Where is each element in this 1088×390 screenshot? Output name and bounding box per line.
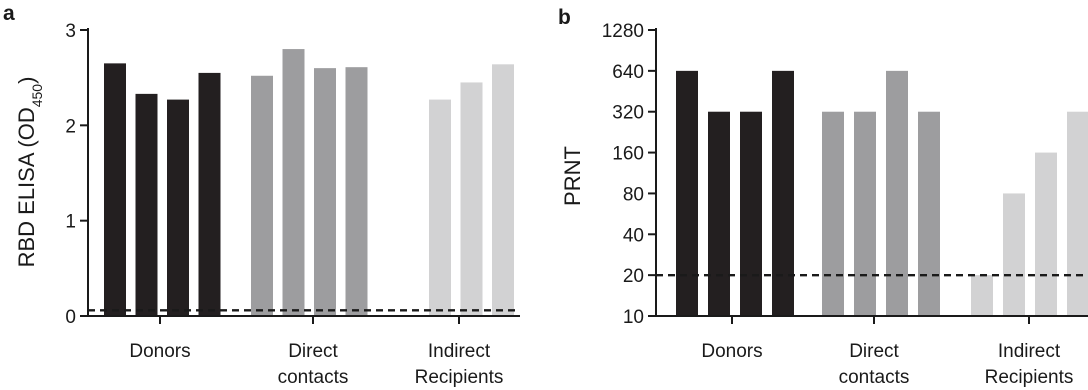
y-tick-label-b-1: 20 [623,266,644,287]
bar-a-group1-2 [135,93,158,316]
bar-a-group1-3 [167,99,189,317]
bar-a-group3-1 [429,99,451,317]
bar-a-group3-2 [460,82,483,316]
y-tick-label-a-2: 2 [65,116,76,137]
y-tick-label-b-5: 320 [612,103,644,124]
bar-b-group2-2 [854,111,876,316]
category-label-b-0: Donors [701,341,762,362]
bar-a-group1-4 [198,72,221,317]
bar-b-group3-3 [1035,152,1057,316]
bar-b-group2-1 [822,111,844,316]
bar-a-group2-1 [251,75,273,316]
y-tick-label-a-0: 0 [65,307,76,328]
panel-a-y-axis-label: RBD ELISA (OD450) [14,77,45,268]
category-label-a-0: Donors [129,341,190,362]
bar-b-group1-4 [772,70,794,316]
bar-a-group2-3 [314,68,336,316]
panel-a: a RBD ELISA (OD450) 0 1 2 3 Donors Direct cont… [3,2,520,388]
bar-b-group3-4 [1067,111,1088,316]
panel-b-letter: b [558,6,571,29]
category-label-b-1: Direct contacts [839,341,910,388]
category-label-b-2: Indirect Recipients [985,341,1074,388]
bar-a-group2-2 [282,49,305,317]
y-tick-label-b-2: 40 [623,225,644,246]
category-label-a-1: Direct contacts [278,341,349,388]
y-tick-label-b-6: 640 [612,62,644,83]
y-tick-label-a-3: 3 [65,21,76,42]
y-tick-label-b-3: 80 [623,184,644,205]
y-tick-label-b-4: 160 [612,144,644,165]
bar-b-group3-2 [1003,193,1025,316]
y-tick-label-a-1: 1 [65,212,76,233]
category-label-a-2: Indirect Recipients [415,341,504,388]
bar-b-group3-1 [971,275,993,316]
bar-b-group1-3 [740,111,762,316]
bar-b-group2-4 [918,111,940,316]
bar-a-group3-3 [492,64,514,316]
bar-a-group1-1 [104,63,126,316]
y-tick-label-b-0: 10 [623,307,644,328]
bar-b-group2-3 [886,70,908,316]
bar-b-group1-1 [676,70,698,316]
y-tick-label-b-7: 1280 [602,21,644,42]
bar-a-group2-4 [345,67,368,317]
bar-b-group1-2 [708,111,730,316]
panel-b: b PRNT 10 20 40 80 160 320 640 1280 Donors Direct… [558,6,1088,388]
panel-a-letter: a [3,2,15,25]
panel-b-y-axis-label: PRNT [560,146,585,206]
